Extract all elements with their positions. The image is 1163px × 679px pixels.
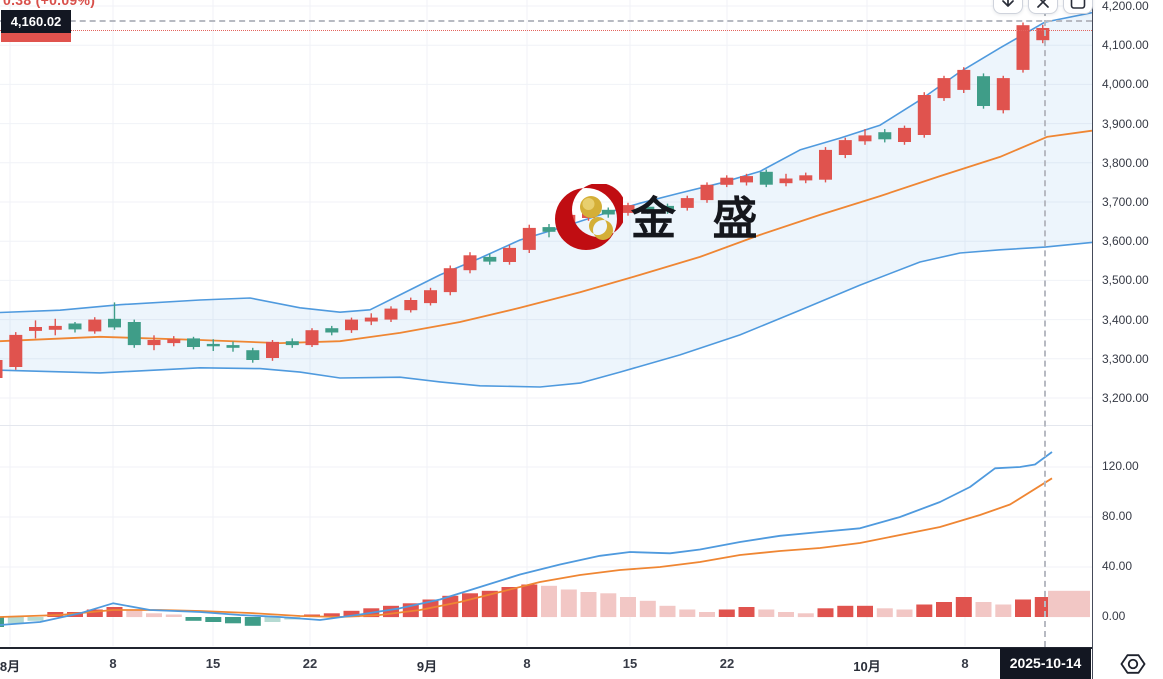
price-axis-label: 3,600.00 [1102, 234, 1149, 248]
time-axis[interactable]: 8月 8 15 22 9月 8 15 22 10月 8 [0, 647, 1163, 679]
time-axis-label: 9月 [416, 659, 438, 674]
indicator-panel[interactable] [0, 426, 1092, 646]
time-axis-label: 22 [302, 656, 318, 671]
time-axis-label: 8 [523, 656, 531, 671]
crosshair-price-badge: 4,160.02 [1, 10, 71, 33]
time-axis-label: 10月 [853, 659, 881, 674]
gear-icon [1120, 654, 1146, 674]
price-axis-label: 3,900.00 [1102, 117, 1149, 131]
price-axis-label: 3,500.00 [1102, 273, 1149, 287]
crosshair-vertical-line [1044, 0, 1046, 647]
price-axis-label: 3,700.00 [1102, 195, 1149, 209]
price-axis-label: 3,400.00 [1102, 313, 1149, 327]
time-axis-label: 15 [205, 656, 221, 671]
price-axis-label: 3,800.00 [1102, 156, 1149, 170]
settings-button[interactable] [1116, 651, 1150, 677]
legend-change-value: 0.38 (+0.09%) [3, 0, 96, 8]
screenshot-button[interactable] [1063, 0, 1093, 14]
indicator-axis-label: 0.00 [1102, 609, 1126, 623]
close-icon [1037, 0, 1049, 8]
jinsheng-logo-icon [555, 184, 623, 250]
panel-divider[interactable] [0, 425, 1092, 426]
watermark-text: 金 盛 [631, 193, 770, 244]
crosshair-date-badge: 2025-10-14 [1000, 648, 1091, 679]
camera-icon [1070, 0, 1086, 9]
time-axis-label: 8 [961, 656, 969, 671]
jinsheng-watermark: 金 盛 [553, 184, 770, 254]
main-price-panel[interactable] [0, 0, 1092, 426]
arrow-down-icon [1002, 0, 1014, 7]
indicator-axis-label: 40.00 [1102, 559, 1133, 573]
last-price-line [0, 30, 1092, 31]
price-axis[interactable]: 4,200.00 4,100.00 4,000.00 3,900.00 3,800.00… [1092, 0, 1163, 679]
last-price-badge [1, 32, 71, 42]
time-axis-label: 22 [719, 656, 735, 671]
time-axis-label: 8月 [0, 659, 21, 674]
indicator-axis-label: 80.00 [1102, 509, 1133, 523]
candlestick-chart-canvas [0, 0, 1092, 426]
indicator-axis-label: 120.00 [1102, 459, 1139, 473]
price-axis-label: 3,200.00 [1102, 391, 1149, 405]
price-axis-label: 3,300.00 [1102, 352, 1149, 366]
price-axis-label: 4,100.00 [1102, 38, 1149, 52]
macd-chart-canvas [0, 426, 1092, 646]
price-axis-label: 4,000.00 [1102, 77, 1149, 91]
scroll-to-recent-button[interactable] [993, 0, 1023, 14]
time-axis-label: 8 [109, 656, 117, 671]
close-button[interactable] [1028, 0, 1058, 14]
time-axis-label: 15 [622, 656, 638, 671]
price-axis-label: 4,200.00 [1102, 0, 1149, 13]
crosshair-horizontal-line [0, 20, 1092, 22]
